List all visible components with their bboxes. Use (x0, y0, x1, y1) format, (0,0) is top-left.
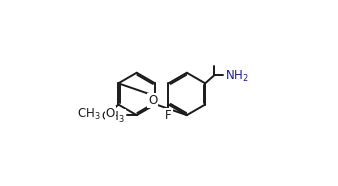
Text: O: O (106, 107, 115, 120)
Text: CH$_3$: CH$_3$ (101, 110, 125, 125)
Text: F: F (165, 109, 172, 122)
Text: CH$_3$: CH$_3$ (77, 106, 100, 122)
Text: NH$_2$: NH$_2$ (225, 69, 249, 84)
Text: O: O (148, 94, 157, 107)
